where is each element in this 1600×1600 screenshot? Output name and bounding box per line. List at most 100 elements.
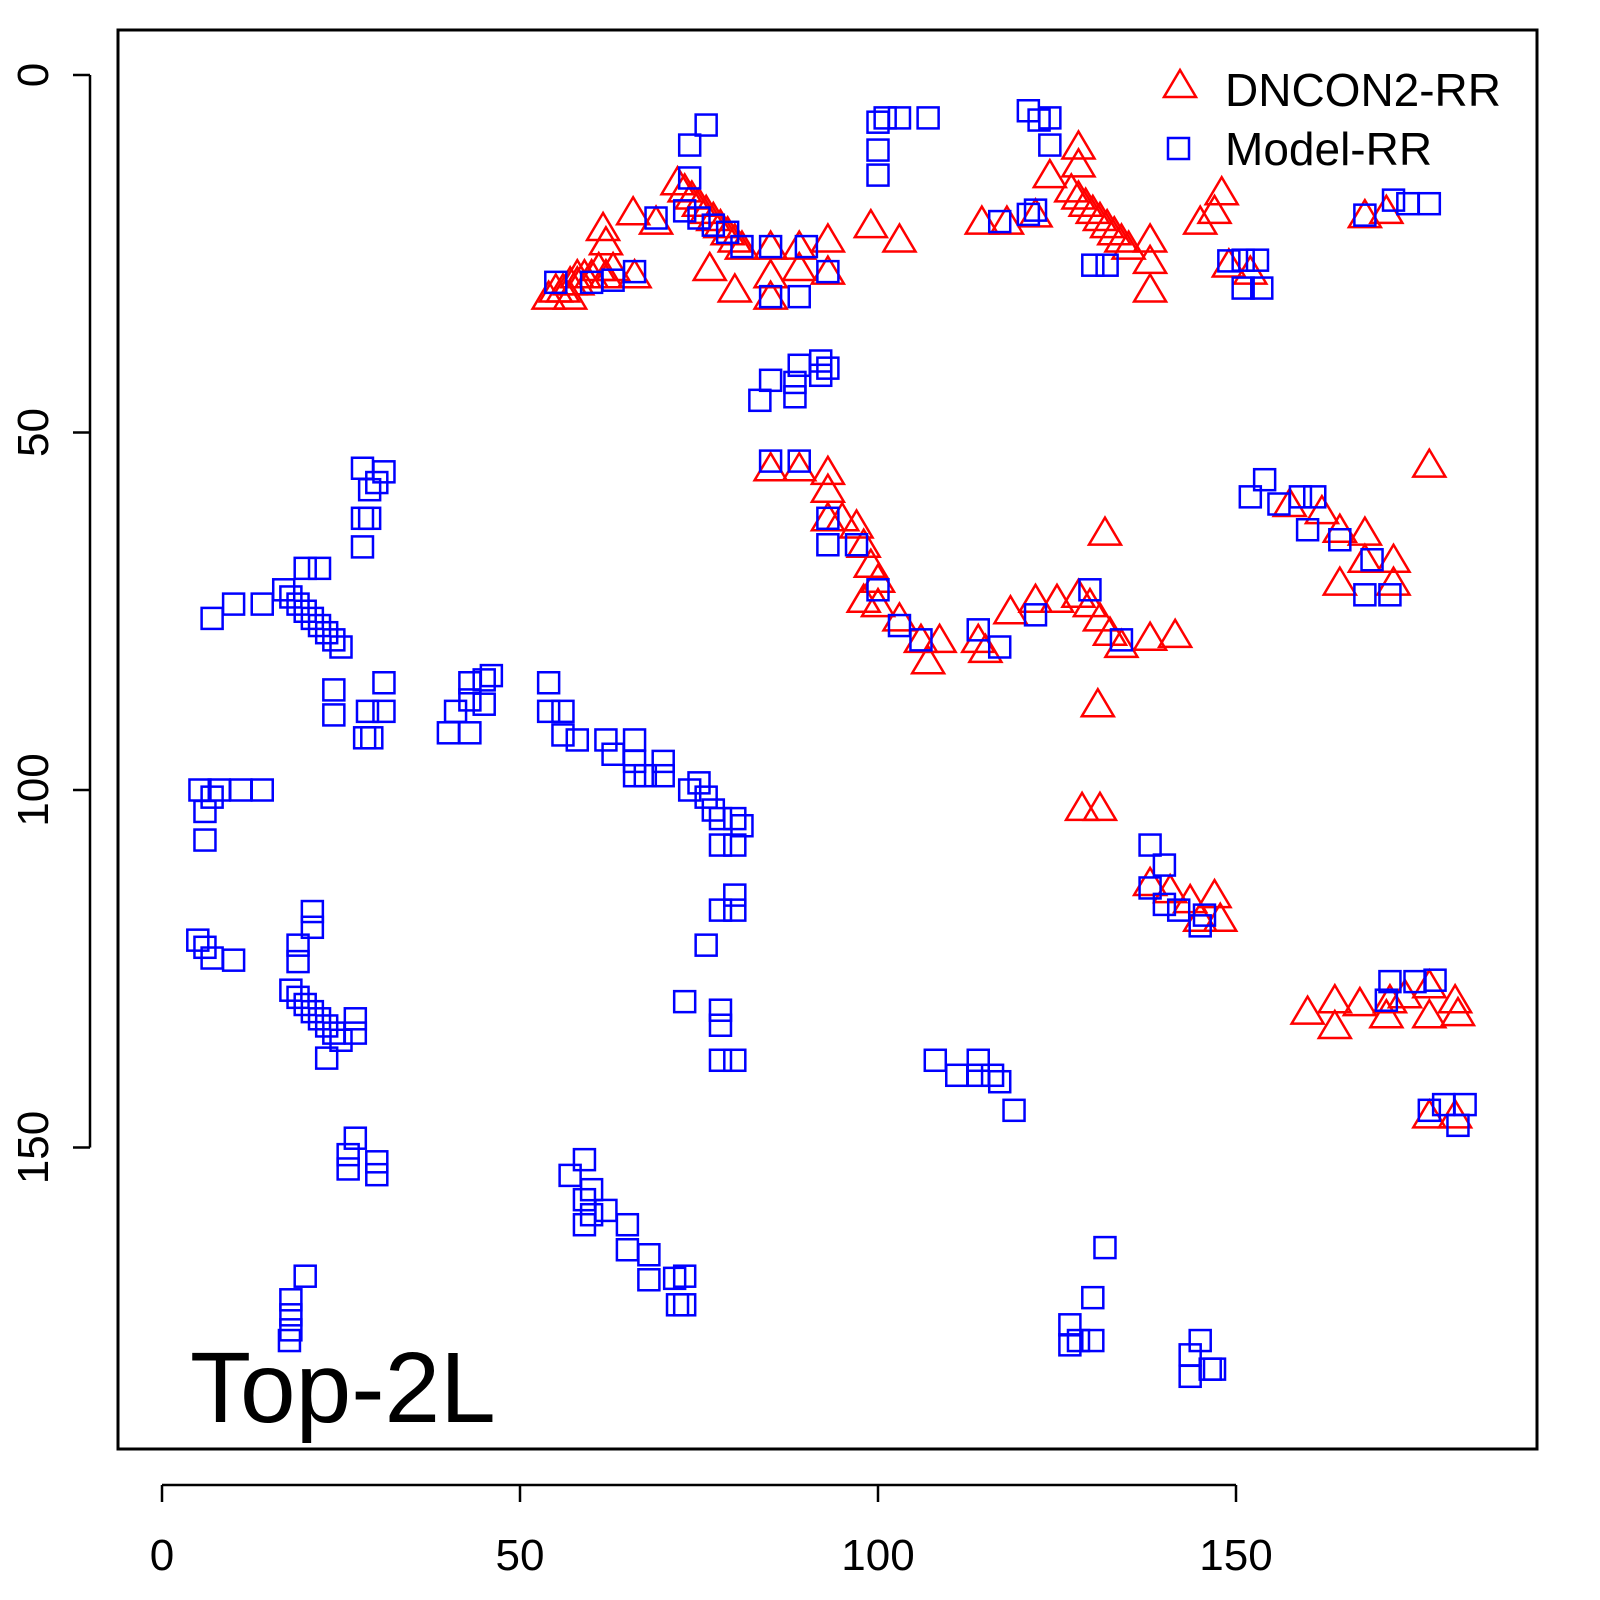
square-point xyxy=(1023,198,1048,222)
square-point xyxy=(723,806,747,831)
triangle-point xyxy=(1017,582,1054,614)
square-point xyxy=(293,1264,317,1288)
triangle-point xyxy=(988,204,1026,235)
square-point xyxy=(307,556,332,581)
triangle-point xyxy=(695,200,732,232)
square-point xyxy=(300,606,325,631)
triangle-point xyxy=(1060,129,1097,160)
square-point xyxy=(723,1048,747,1073)
square-point xyxy=(200,606,224,631)
triangle-point xyxy=(1202,901,1239,932)
triangle-point xyxy=(1196,193,1233,225)
triangle-point xyxy=(1053,171,1090,203)
triangle-point xyxy=(909,643,947,675)
triangle-point xyxy=(1316,1008,1354,1040)
square-point xyxy=(1109,628,1134,652)
triangle-point xyxy=(1375,542,1412,574)
square-point xyxy=(622,728,647,752)
square-point xyxy=(1002,1098,1026,1123)
y-tick-label: 0 xyxy=(9,63,58,87)
square-point xyxy=(279,585,303,609)
triangle-point xyxy=(781,450,818,482)
x-tick-label: 150 xyxy=(1199,1531,1272,1580)
square-point xyxy=(293,556,317,581)
triangle-point xyxy=(587,257,625,289)
triangle-point xyxy=(723,229,761,260)
y-tick-label: 150 xyxy=(9,1111,58,1184)
square-point xyxy=(307,613,332,638)
legend-label-model: Model-RR xyxy=(1225,123,1432,175)
square-point xyxy=(343,1007,368,1031)
triangle-point xyxy=(659,164,696,196)
triangle-point xyxy=(902,622,940,654)
legend-square-icon xyxy=(1166,136,1191,161)
square-point xyxy=(551,699,575,724)
square-point xyxy=(188,778,212,802)
square-point xyxy=(651,749,675,774)
square-point xyxy=(472,692,496,716)
square-point xyxy=(221,948,246,972)
square-point xyxy=(730,814,754,838)
triangle-point xyxy=(587,224,625,256)
square-point xyxy=(665,1293,690,1317)
square-point xyxy=(987,1069,1012,1094)
square-point xyxy=(887,106,912,130)
triangle-point xyxy=(687,193,725,225)
triangle-point xyxy=(1103,627,1140,659)
square-point xyxy=(350,535,375,559)
square-point xyxy=(277,1328,302,1353)
square-point xyxy=(966,1063,990,1088)
x-tick-label: 0 xyxy=(150,1531,174,1580)
square-point xyxy=(672,989,697,1014)
triangle-point xyxy=(1210,247,1248,278)
square-point xyxy=(1250,276,1274,300)
square-point xyxy=(360,726,384,750)
triangle-point xyxy=(1156,617,1194,649)
triangle-point xyxy=(1436,982,1474,1014)
triangle-point xyxy=(809,472,847,503)
square-point xyxy=(200,785,224,809)
triangle-point xyxy=(881,600,918,632)
square-point xyxy=(1093,1235,1117,1260)
square-point xyxy=(1152,892,1177,917)
square-point xyxy=(279,978,303,1002)
square-point xyxy=(1446,1113,1470,1138)
square-point xyxy=(816,533,840,557)
square-point xyxy=(1417,191,1442,216)
square-point xyxy=(1378,583,1402,607)
triangle-point xyxy=(781,229,818,260)
square-point xyxy=(1360,548,1384,572)
square-point xyxy=(966,1048,990,1073)
square-point xyxy=(1417,1098,1442,1123)
square-point xyxy=(816,506,840,531)
triangle-point xyxy=(1203,174,1240,206)
square-point xyxy=(1217,249,1241,273)
square-point xyxy=(945,1063,969,1088)
triangle-point xyxy=(1411,447,1448,478)
square-point xyxy=(314,1014,339,1038)
square-point xyxy=(357,477,382,502)
x-tick-label: 100 xyxy=(841,1531,914,1580)
square-point xyxy=(980,1063,1005,1088)
square-point xyxy=(694,785,718,809)
square-point xyxy=(372,699,396,724)
square-point xyxy=(909,628,933,652)
square-point xyxy=(1138,833,1162,857)
square-point xyxy=(844,533,869,557)
square-point xyxy=(873,106,897,130)
square-point xyxy=(336,1157,360,1181)
triangle-point xyxy=(1131,272,1169,303)
square-point xyxy=(1202,1357,1227,1381)
square-point xyxy=(594,728,618,752)
square-point xyxy=(458,721,482,745)
triangle-point xyxy=(1038,582,1076,614)
triangle-point xyxy=(1411,967,1448,999)
triangle-point xyxy=(1303,493,1341,525)
square-point xyxy=(715,220,740,245)
square-point xyxy=(250,778,274,802)
triangle-point xyxy=(845,527,882,559)
triangle-point xyxy=(1063,790,1101,822)
square-point xyxy=(748,388,772,413)
square-point xyxy=(816,259,840,284)
square-point xyxy=(887,613,912,638)
